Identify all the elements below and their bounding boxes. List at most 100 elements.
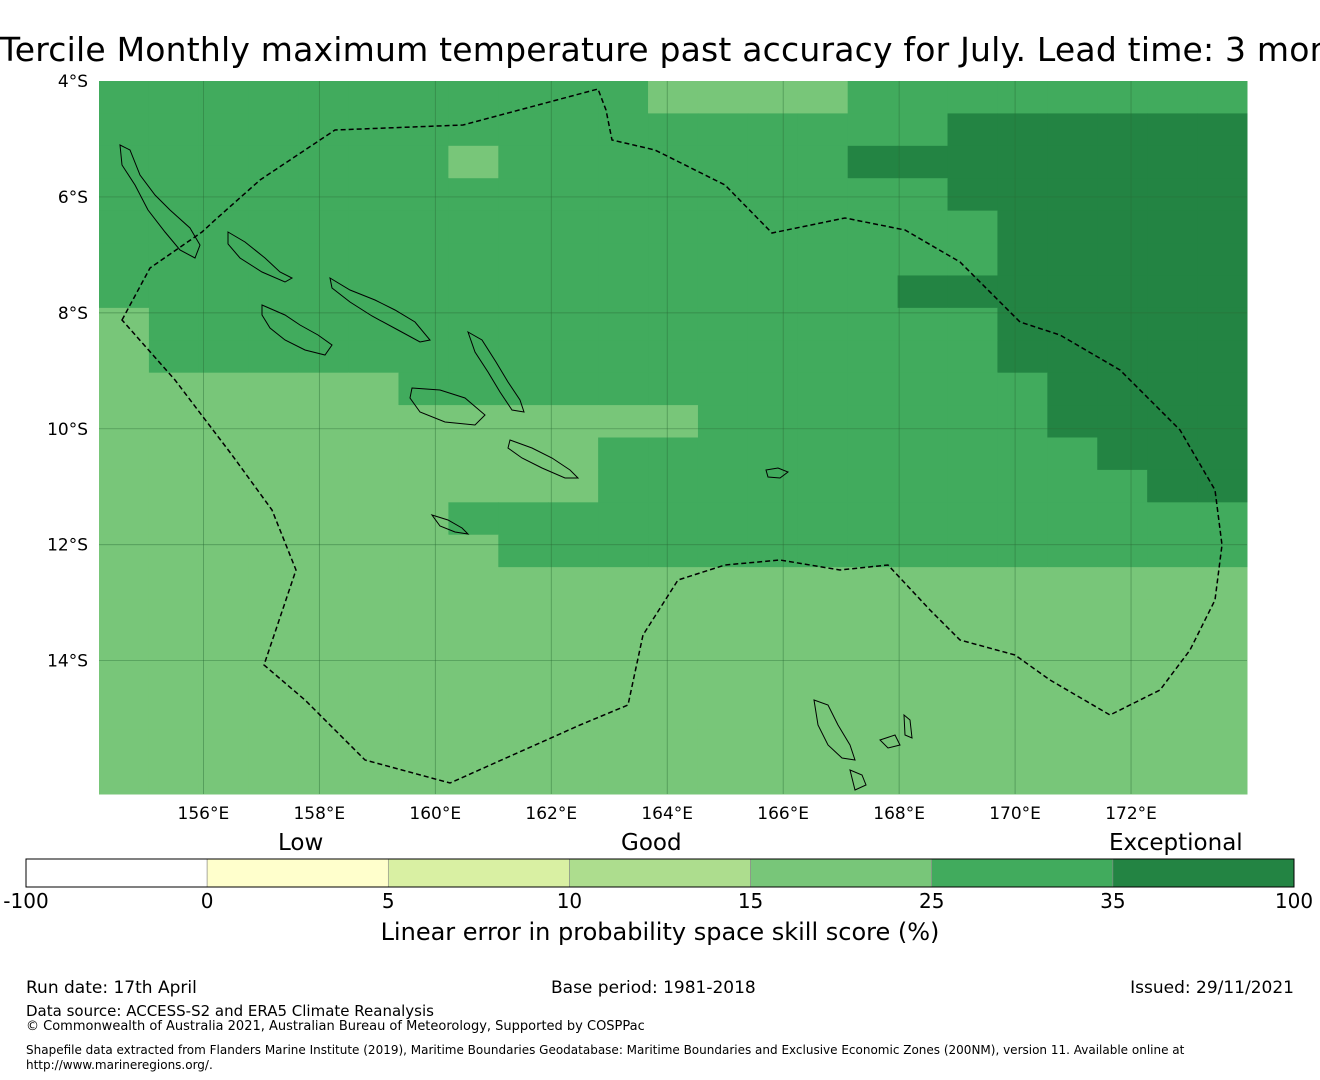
skill-cell <box>148 113 200 147</box>
skill-cell <box>947 469 998 503</box>
skill-cell <box>797 469 849 503</box>
skill-cell <box>648 696 699 730</box>
longitude-label: 166°E <box>757 804 809 824</box>
skill-cell <box>1047 437 1098 471</box>
colorbar-segment <box>569 858 751 888</box>
skill-cell <box>148 761 200 795</box>
skill-cell <box>997 729 1048 763</box>
skill-cell <box>747 729 799 763</box>
skill-cell <box>1197 664 1248 698</box>
skill-cell <box>897 567 949 601</box>
skill-cell <box>847 81 899 114</box>
skill-cell <box>797 502 849 536</box>
skill-cell <box>997 307 1048 341</box>
skill-cell <box>248 502 300 536</box>
skill-cell <box>548 243 599 276</box>
skill-cell <box>398 631 449 665</box>
skill-cell <box>797 340 849 374</box>
skill-cell <box>1147 696 1198 730</box>
skill-cell <box>897 469 949 503</box>
skill-cell <box>747 372 799 406</box>
skill-cell <box>1097 534 1148 568</box>
skill-cell <box>1047 307 1098 341</box>
skill-cell <box>148 307 200 341</box>
skill-cell <box>448 664 499 698</box>
skill-cell <box>348 761 399 795</box>
skill-cell <box>99 696 150 730</box>
skill-cell <box>598 145 649 179</box>
skill-cell <box>548 307 599 341</box>
colorbar-segment <box>931 858 1114 888</box>
skill-cell <box>697 210 749 244</box>
skill-cell <box>298 145 350 179</box>
skill-cell <box>498 567 549 601</box>
skill-cell <box>298 81 350 114</box>
rennell-island <box>430 514 470 535</box>
skill-cell <box>997 405 1048 438</box>
skill-cell <box>148 664 200 698</box>
skill-cell <box>99 502 150 536</box>
skill-cell <box>548 210 599 244</box>
skill-cell <box>398 469 449 503</box>
skill-cell <box>897 405 949 438</box>
skill-cell <box>298 761 350 795</box>
skill-cell <box>797 567 849 601</box>
skill-cell <box>99 145 150 179</box>
skill-cell <box>697 502 749 536</box>
skill-cell <box>897 696 949 730</box>
skill-cell <box>747 534 799 568</box>
skill-cell <box>997 145 1048 179</box>
skill-cell <box>797 534 849 568</box>
skill-cell <box>198 502 250 536</box>
skill-cell <box>198 534 250 568</box>
skill-cell <box>997 437 1048 471</box>
skill-cell <box>99 372 150 406</box>
skill-cell <box>198 664 250 698</box>
skill-cell <box>99 340 150 374</box>
skill-cell <box>298 437 350 471</box>
skill-cell <box>697 469 749 503</box>
skill-cell <box>548 145 599 179</box>
axis-labels: 156°E 158°E 160°E 162°E 164°E 166°E 168°E 170°E… <box>47 72 1157 824</box>
skill-cell <box>847 405 899 438</box>
skill-cell <box>947 761 998 795</box>
skill-cell <box>897 372 949 406</box>
skill-cell <box>648 437 699 471</box>
latitude-label: 14°S <box>47 652 88 672</box>
skill-cell <box>498 469 549 503</box>
skill-cell <box>1097 631 1148 665</box>
skill-cell <box>99 631 150 665</box>
malaita-island <box>467 330 525 413</box>
skill-cell <box>448 405 499 438</box>
colorbar-tick-label: -100 <box>3 889 49 913</box>
skill-cell <box>997 567 1048 601</box>
skill-cell <box>847 113 899 147</box>
guadalcanal-island <box>409 387 486 426</box>
skill-cell <box>1147 243 1198 276</box>
colorbar-category-exceptional: Exceptional <box>1109 830 1243 856</box>
skill-cell <box>448 275 499 309</box>
issued-date: Issued: 29/11/2021 <box>1130 978 1294 998</box>
skill-cell <box>448 696 499 730</box>
skill-cell <box>697 729 749 763</box>
skill-cell <box>897 81 949 114</box>
skill-cell <box>498 340 549 374</box>
skill-cell <box>248 664 300 698</box>
skill-cell <box>548 502 599 536</box>
skill-cell <box>797 275 849 309</box>
skill-cell <box>1197 307 1248 341</box>
skill-cell <box>747 696 799 730</box>
skill-cell <box>847 599 899 633</box>
skill-cell <box>548 437 599 471</box>
skill-cell <box>1197 761 1248 795</box>
skill-cell <box>398 664 449 698</box>
skill-cell <box>947 178 998 212</box>
skill-cell <box>1047 113 1098 147</box>
skill-cell <box>398 567 449 601</box>
skill-cell <box>1097 178 1148 212</box>
skill-cell <box>947 664 998 698</box>
skill-cell <box>348 113 399 147</box>
skill-cell <box>598 275 649 309</box>
skill-cell <box>1197 534 1248 568</box>
skill-cell <box>99 567 150 601</box>
